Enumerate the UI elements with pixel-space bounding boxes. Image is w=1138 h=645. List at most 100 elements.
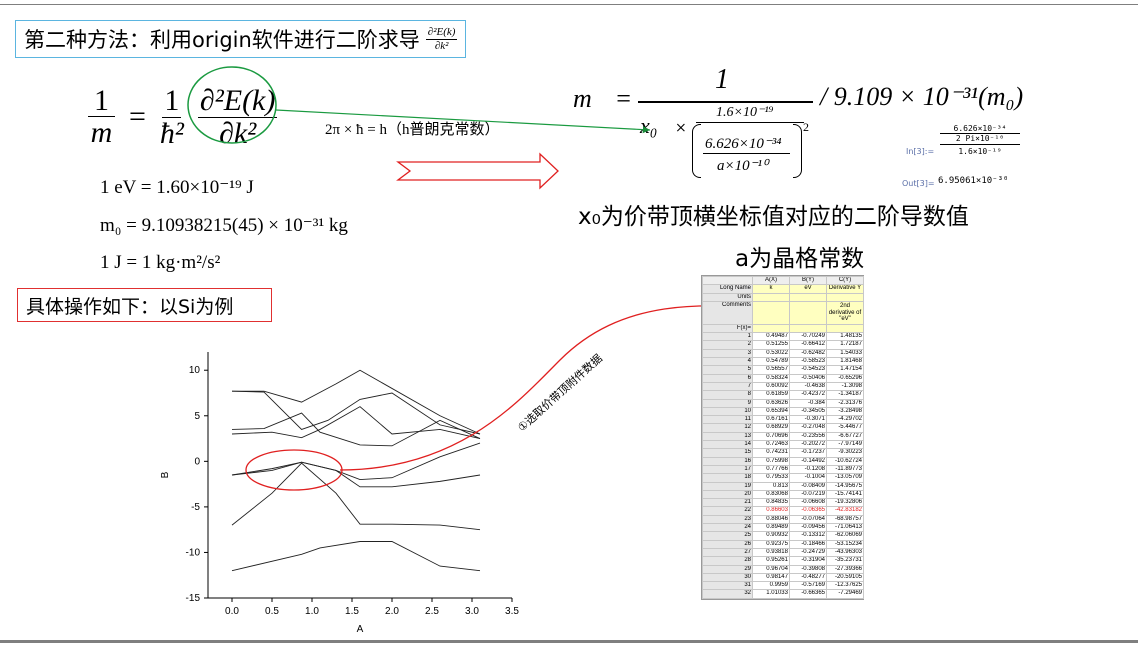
row-number[interactable]: 5 xyxy=(702,365,753,375)
row-number[interactable]: 19 xyxy=(702,481,753,491)
table-cell[interactable]: -0.62482 xyxy=(789,348,827,359)
row-number[interactable]: 24 xyxy=(702,522,753,533)
fx-c[interactable] xyxy=(826,323,864,334)
table-cell[interactable]: 1.54033 xyxy=(826,348,864,359)
table-cell[interactable]: -0.48277 xyxy=(789,572,827,583)
table-cell[interactable]: -4.29702 xyxy=(826,415,864,425)
units-c[interactable] xyxy=(826,292,864,302)
row-number[interactable]: 31 xyxy=(702,581,753,591)
table-cell[interactable]: 0.77766 xyxy=(752,464,790,475)
table-cell[interactable]: 0.58324 xyxy=(752,373,790,383)
table-cell[interactable]: -13.05709 xyxy=(826,473,864,483)
table-cell[interactable]: 0.86603 xyxy=(752,506,790,516)
row-number[interactable]: 7 xyxy=(702,381,753,392)
units-b[interactable] xyxy=(789,292,827,302)
table-cell[interactable]: -0.66365 xyxy=(789,589,827,599)
table-cell[interactable]: 0.65394 xyxy=(752,406,790,417)
table-cell[interactable]: -2.31376 xyxy=(826,398,864,408)
table-cell[interactable]: -0.65296 xyxy=(826,373,864,383)
row-number[interactable]: 16 xyxy=(702,456,753,466)
table-cell[interactable]: 0.84835 xyxy=(752,498,790,508)
table-cell[interactable]: 0.61859 xyxy=(752,390,790,400)
row-number[interactable]: 17 xyxy=(702,464,753,475)
table-cell[interactable]: -42.83182 xyxy=(826,506,864,516)
table-cell[interactable]: 0.49487 xyxy=(752,332,790,342)
row-number[interactable]: 27 xyxy=(702,547,753,558)
table-cell[interactable]: -0.58523 xyxy=(789,357,827,367)
table-cell[interactable]: -0.70249 xyxy=(789,332,827,342)
col-header-a[interactable]: A(X) xyxy=(752,275,790,286)
table-cell[interactable]: 0.9959 xyxy=(752,581,790,591)
table-cell[interactable]: 0.93818 xyxy=(752,547,790,558)
long-name-c[interactable]: Derivative Y xyxy=(826,284,864,294)
table-cell[interactable]: 0.63626 xyxy=(752,398,790,408)
table-cell[interactable]: -3.28498 xyxy=(826,406,864,417)
table-cell[interactable]: -1.34187 xyxy=(826,390,864,400)
row-number[interactable]: 13 xyxy=(702,431,753,442)
table-cell[interactable]: 0.51255 xyxy=(752,340,790,350)
row-number[interactable]: 4 xyxy=(702,357,753,367)
table-cell[interactable]: 0.68929 xyxy=(752,423,790,433)
row-number[interactable]: 23 xyxy=(702,514,753,525)
table-cell[interactable]: 0.75998 xyxy=(752,456,790,466)
table-cell[interactable]: 0.83068 xyxy=(752,489,790,500)
col-header-b[interactable]: B(Y) xyxy=(789,275,827,286)
row-number[interactable]: 22 xyxy=(702,506,753,516)
table-cell[interactable]: -68.98757 xyxy=(826,514,864,525)
row-number[interactable]: 28 xyxy=(702,556,753,566)
long-name-b[interactable]: eV xyxy=(789,284,827,294)
table-cell[interactable]: 0.67161 xyxy=(752,415,790,425)
table-cell[interactable]: 0.70696 xyxy=(752,431,790,442)
row-number[interactable]: 14 xyxy=(702,440,753,450)
table-cell[interactable]: -0.07219 xyxy=(789,489,827,500)
table-cell[interactable]: -35.23731 xyxy=(826,556,864,566)
table-cell[interactable]: -20.59105 xyxy=(826,572,864,583)
row-number[interactable]: 29 xyxy=(702,564,753,574)
table-cell[interactable]: 1.81468 xyxy=(826,357,864,367)
table-cell[interactable]: -0.18466 xyxy=(789,539,827,549)
table-cell[interactable]: 1.47154 xyxy=(826,365,864,375)
comments-b[interactable] xyxy=(789,300,827,325)
table-cell[interactable]: 0.60092 xyxy=(752,381,790,392)
table-cell[interactable]: 0.813 xyxy=(752,481,790,491)
table-cell[interactable]: -6.67727 xyxy=(826,431,864,442)
table-cell[interactable]: -0.57169 xyxy=(789,581,827,591)
table-cell[interactable]: -0.08409 xyxy=(789,481,827,491)
table-cell[interactable]: 0.96704 xyxy=(752,564,790,574)
row-number[interactable]: 2 xyxy=(702,340,753,350)
table-cell[interactable]: -0.384 xyxy=(789,398,827,408)
table-cell[interactable]: -0.20272 xyxy=(789,440,827,450)
row-number[interactable]: 32 xyxy=(702,589,753,599)
table-cell[interactable]: 1.72187 xyxy=(826,340,864,350)
table-cell[interactable]: 0.90932 xyxy=(752,531,790,541)
row-number[interactable]: 3 xyxy=(702,348,753,359)
table-cell[interactable]: -0.54523 xyxy=(789,365,827,375)
fx-a[interactable] xyxy=(752,323,790,334)
row-number[interactable]: 26 xyxy=(702,539,753,549)
table-cell[interactable]: 1.01033 xyxy=(752,589,790,599)
table-cell[interactable]: 0.56557 xyxy=(752,365,790,375)
comments-a[interactable] xyxy=(752,300,790,325)
table-cell[interactable]: -0.50406 xyxy=(789,373,827,383)
table-cell[interactable]: 0.98147 xyxy=(752,572,790,583)
table-cell[interactable]: -0.07064 xyxy=(789,514,827,525)
table-cell[interactable]: -0.27048 xyxy=(789,423,827,433)
table-cell[interactable]: -11.89773 xyxy=(826,464,864,475)
table-cell[interactable]: 0.92375 xyxy=(752,539,790,549)
table-cell[interactable]: 0.72463 xyxy=(752,440,790,450)
table-cell[interactable]: -0.1208 xyxy=(789,464,827,475)
table-cell[interactable]: 0.95261 xyxy=(752,556,790,566)
table-cell[interactable]: -0.42372 xyxy=(789,390,827,400)
table-cell[interactable]: -10.62724 xyxy=(826,456,864,466)
table-cell[interactable]: -0.23556 xyxy=(789,431,827,442)
table-cell[interactable]: -0.66412 xyxy=(789,340,827,350)
row-number[interactable]: 6 xyxy=(702,373,753,383)
corner-cell[interactable] xyxy=(702,275,753,286)
row-number[interactable]: 25 xyxy=(702,531,753,541)
col-header-c[interactable]: C(Y) xyxy=(826,275,864,286)
table-cell[interactable]: -7.29469 xyxy=(826,589,864,599)
row-number[interactable]: 1 xyxy=(702,332,753,342)
table-cell[interactable]: -53.15234 xyxy=(826,539,864,549)
table-cell[interactable]: -0.1004 xyxy=(789,473,827,483)
fx-b[interactable] xyxy=(789,323,827,334)
